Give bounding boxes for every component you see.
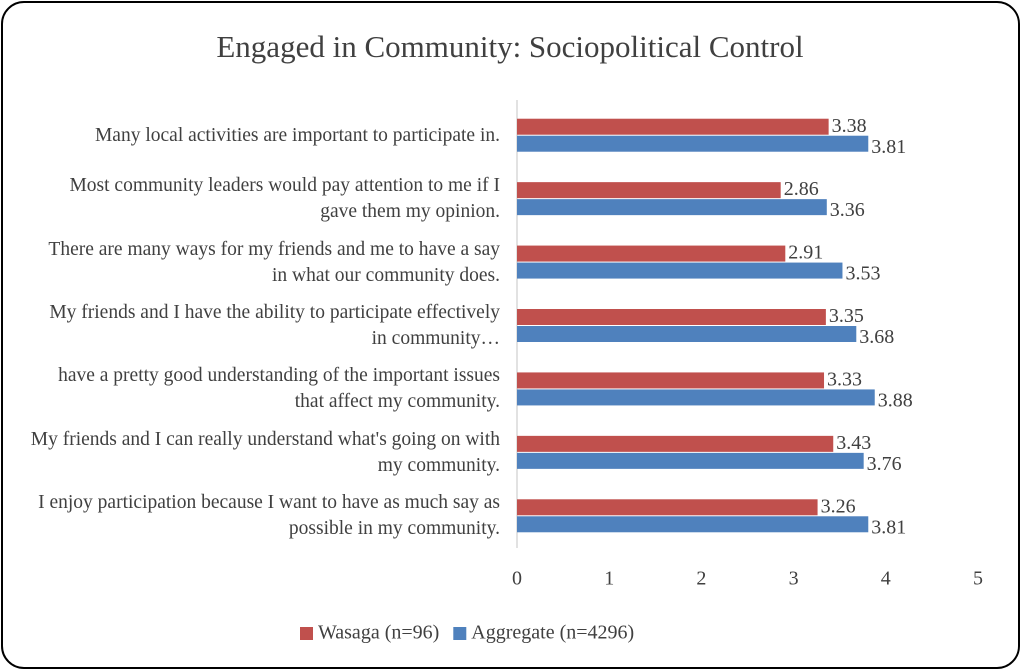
legend-label: Aggregate (n=4296) [471, 622, 634, 644]
legend-swatch [300, 627, 313, 640]
bar [517, 135, 869, 152]
bar [517, 262, 843, 279]
x-tick-label: 0 [512, 568, 522, 590]
bar [517, 309, 826, 325]
data-label: 2.86 [784, 178, 819, 200]
y-tick-label: There are many ways for my friends and m… [48, 238, 500, 286]
chart-title: Engaged in Community: Sociopolitical Con… [216, 29, 803, 64]
data-label: 2.91 [788, 242, 823, 264]
data-label: 3.38 [832, 115, 867, 137]
data-label: 3.35 [829, 305, 864, 327]
bar [517, 516, 869, 533]
y-tick-label: Many local activities are important to p… [94, 124, 500, 146]
data-label: 3.43 [836, 432, 871, 454]
data-label: 3.53 [845, 263, 880, 285]
bar [517, 326, 857, 342]
legend-label: Wasaga (n=96) [318, 622, 439, 644]
data-label: 3.26 [821, 495, 856, 517]
x-tick-label: 5 [973, 568, 983, 590]
y-tick-label: have a pretty good understanding of the … [58, 365, 500, 413]
bar [517, 118, 829, 135]
bar [517, 452, 864, 469]
legend-swatch [453, 627, 467, 640]
bar [517, 372, 825, 389]
bar [517, 182, 781, 199]
bar [517, 499, 818, 516]
x-tick-label: 3 [789, 568, 799, 590]
data-label: 3.36 [830, 199, 865, 221]
bar [517, 435, 834, 452]
data-label: 3.33 [827, 369, 862, 391]
y-tick-label: Most community leaders would pay attenti… [69, 175, 500, 223]
bar [517, 199, 827, 216]
data-label: 3.88 [878, 390, 913, 412]
y-tick-label: My friends and I can really understand w… [30, 428, 500, 476]
x-tick-label: 4 [881, 568, 891, 590]
data-label: 3.76 [867, 453, 902, 475]
data-label: 3.81 [871, 136, 906, 158]
x-tick-label: 1 [604, 568, 614, 590]
data-label: 3.68 [859, 326, 894, 348]
bar [517, 245, 786, 262]
x-tick-label: 2 [696, 568, 706, 590]
y-tick-label: My friends and I have the ability to par… [49, 302, 500, 349]
bar [517, 389, 875, 406]
y-tick-label: I enjoy participation because I want to … [38, 492, 500, 540]
data-label: 3.81 [871, 516, 906, 538]
